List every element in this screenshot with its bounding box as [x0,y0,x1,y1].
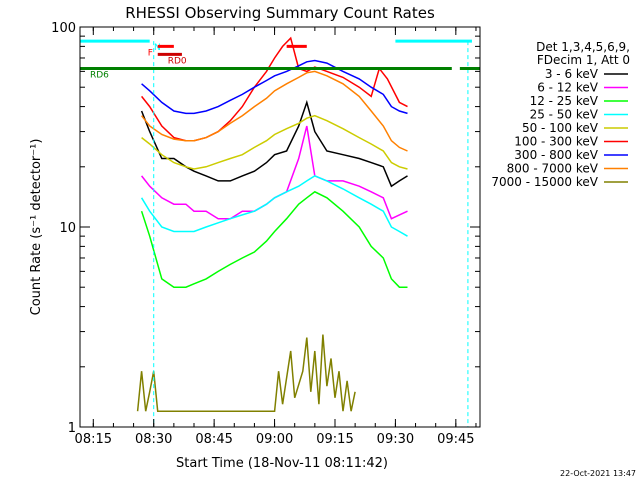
series-line-5 [141,114,408,170]
y-axis: 1 10 100 [51,21,480,436]
legend-entry-7: 300 - 800 keV [514,148,598,162]
series-layer [136,36,408,412]
series-line-3 [140,190,408,288]
x-tick-label-1: 08:15 [75,432,112,447]
x-tick-label-6: 09:30 [377,432,414,447]
x-tick-label-4: 09:00 [256,432,293,447]
x-axis-label: Start Time (18-Nov-11 08:11:42) [176,456,388,471]
x-tick-label-3: 08:45 [195,432,232,447]
series-line-7 [141,59,408,115]
legend-entry-5: 50 - 100 keV [522,121,599,135]
y-axis-label: Count Rate (s⁻¹ detector⁻¹) [29,139,44,316]
series-line-4 [140,175,408,237]
series-line-9 [136,334,356,412]
x-tick-label-2: 08:30 [135,432,172,447]
y-tick-label-2: 10 [59,221,76,236]
legend-header-line-1: Det 1,3,4,5,6,9, [536,40,630,54]
legend-entry-3: 12 - 25 keV [530,94,599,108]
x-tick-label-5: 09:15 [316,432,353,447]
y-tick-label-1: 1 [68,421,76,436]
y-tick-label-3: 100 [51,21,76,36]
series-line-1 [140,99,408,188]
legend: Det 1,3,4,5,6,9, FDecim 1, Att 0 3 - 6 k… [491,40,630,189]
annotation-label-n: N [154,43,161,53]
legend-entry-9: 7000 - 15000 keV [491,175,598,189]
legend-entry-4: 25 - 50 keV [530,108,599,122]
legend-entry-2: 6 - 12 keV [537,81,599,95]
date-stamp: 22-Oct-2021 13:47 [560,469,636,478]
annotation-label-rd6: RD6 [90,71,109,81]
annotation-layer: NF RD0 RD6 [80,39,480,427]
chart-title: RHESSI Observing Summary Count Rates [125,4,435,22]
x-tick-label-7: 09:45 [437,432,474,447]
legend-entry-8: 800 - 7000 keV [507,162,599,176]
x-axis: 08:15 08:30 08:45 09:00 09:15 09:30 09:45 [75,27,477,447]
legend-entry-6: 100 - 300 keV [514,135,598,149]
annotation-label-rd0: RD0 [168,56,187,66]
annotation-label-f: F [148,48,153,58]
legend-entry-1: 3 - 6 keV [545,67,599,81]
series-line-8 [141,70,408,152]
legend-header-line-2: FDecim 1, Att 0 [537,53,630,67]
